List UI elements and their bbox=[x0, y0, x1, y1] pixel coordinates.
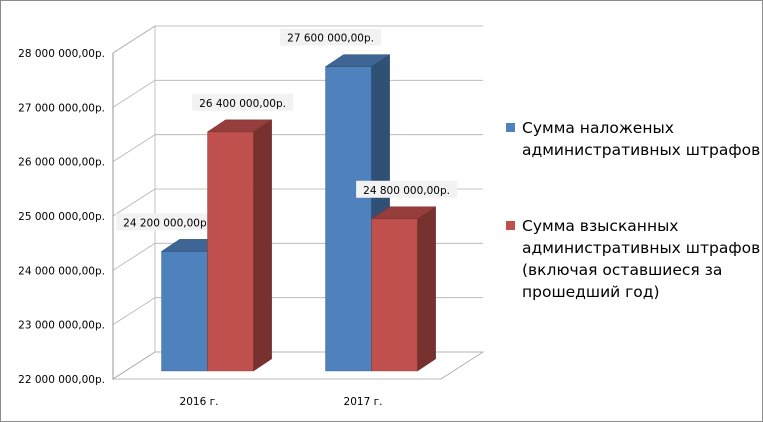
bar bbox=[207, 131, 254, 372]
bar-top bbox=[206, 119, 273, 133]
bar bbox=[371, 218, 418, 372]
y-tick-label: 23 000 000,00р. bbox=[18, 320, 105, 332]
legend-label: административных штрафов bbox=[522, 239, 760, 257]
legend-swatch bbox=[506, 221, 515, 230]
legend-label: прошедший год) bbox=[522, 283, 660, 301]
y-tick-label: 24 000 000,00р. bbox=[18, 265, 105, 277]
data-label: 27 600 000,00р. bbox=[287, 33, 374, 45]
data-label-bg bbox=[280, 28, 382, 46]
y-tick-label: 26 000 000,00р. bbox=[18, 157, 105, 169]
bar-side bbox=[417, 206, 436, 372]
y-tick-label: 22 000 000,00р. bbox=[18, 374, 105, 386]
gridline bbox=[112, 25, 483, 54]
bar bbox=[325, 66, 372, 372]
legend-label: (включая оставшиеся за bbox=[522, 261, 722, 279]
legend-label: Сумма взысканных bbox=[522, 217, 678, 235]
y-tick-label: 25 000 000,00р. bbox=[18, 211, 105, 223]
y-tick-label: 28 000 000,00р. bbox=[18, 48, 105, 60]
x-tick-label: 2016 г. bbox=[180, 396, 219, 408]
legend-label: административных штрафов bbox=[522, 141, 760, 159]
legend-swatch bbox=[506, 123, 515, 132]
gridline bbox=[112, 134, 483, 163]
gridline bbox=[112, 79, 483, 108]
bar-top bbox=[324, 54, 391, 67]
bar bbox=[161, 251, 208, 372]
data-label-bg bbox=[192, 93, 294, 111]
x-tick-label: 2017 г. bbox=[344, 396, 383, 408]
data-label-bg bbox=[116, 213, 218, 231]
data-label: 24 800 000,00р. bbox=[363, 185, 450, 197]
legend-label: Сумма наложеных bbox=[522, 119, 674, 137]
data-label-bg bbox=[356, 180, 458, 198]
data-label: 24 200 000,00р. bbox=[123, 217, 210, 229]
data-label: 26 400 000,00р. bbox=[199, 98, 286, 110]
y-tick-label: 27 000 000,00р. bbox=[18, 102, 105, 114]
bar-side bbox=[253, 119, 272, 372]
bar-top bbox=[370, 206, 437, 220]
